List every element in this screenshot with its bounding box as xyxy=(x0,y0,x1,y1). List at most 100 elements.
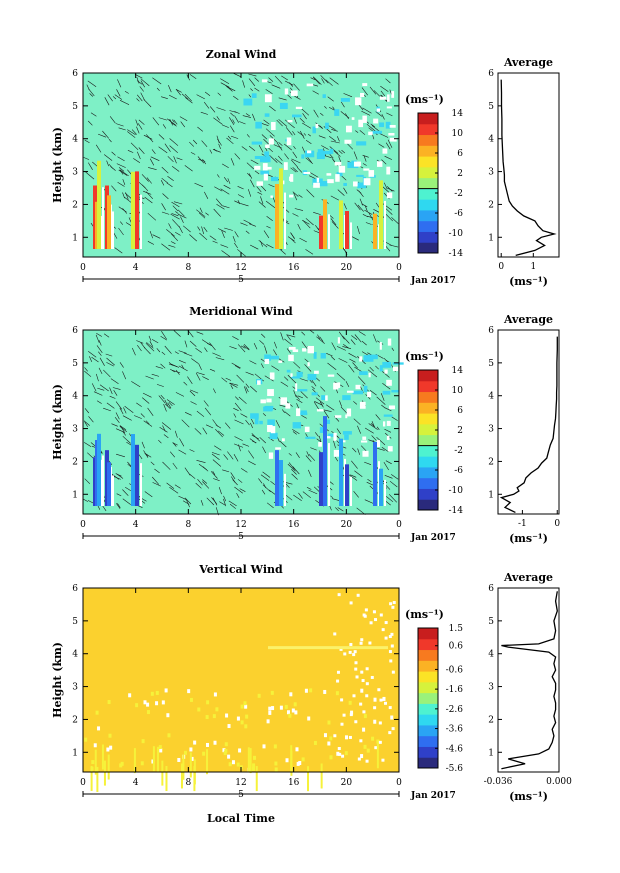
meridional-colorbar-segment xyxy=(418,445,438,457)
meridional-colorbar-segment xyxy=(418,402,438,414)
meridional-colorbar-segment xyxy=(418,380,438,393)
meridional-colorbar-segment xyxy=(418,456,438,468)
meridional-colorbar-segment xyxy=(418,488,438,500)
meridional-ylabel: Height (km) xyxy=(51,384,64,460)
vertical-average-xlabel: (ms⁻¹) xyxy=(509,790,548,803)
vertical-average-line xyxy=(501,591,558,770)
vertical-colorbar-segment xyxy=(418,714,438,726)
zonal-colorbar xyxy=(417,112,439,254)
zonal-ylabel: Height (km) xyxy=(51,127,64,203)
vertical-ytick-label: 6 xyxy=(72,584,78,594)
vertical-average-frame xyxy=(497,587,560,773)
vertical-colorbar-segment xyxy=(418,649,438,661)
meridional-colorbar-tick: -2 xyxy=(454,446,463,456)
vertical-colorbar-segment xyxy=(418,628,438,640)
vertical-average-xtick-label: 0.000 xyxy=(546,777,572,787)
vertical-colorbar-tick: -5.6 xyxy=(446,764,464,774)
vertical-field xyxy=(83,588,399,772)
zonal-colorbar-segment xyxy=(418,177,438,189)
vertical-xtick-label: 20 xyxy=(341,778,353,788)
vertical-ytick-label: 3 xyxy=(72,683,78,693)
meridional-xtick-label: 0 xyxy=(80,520,86,530)
meridional-ytick-label: 1 xyxy=(72,490,78,500)
zonal-colorbar-segment xyxy=(418,113,438,125)
zonal-xtick-label: 16 xyxy=(288,263,300,273)
vertical-colorbar-segment xyxy=(418,692,438,704)
zonal-colorbar-segment xyxy=(418,209,438,222)
zonal-average-title: Average xyxy=(503,56,553,69)
meridional-average-ytick-label: 6 xyxy=(488,326,494,336)
meridional-xtick-label: 12 xyxy=(235,520,246,530)
vertical-colorbar-segment xyxy=(418,735,438,747)
zonal-average-panel: Average 1 2 3 4 5 6 0 1 (ms⁻¹) xyxy=(488,56,560,288)
zonal-colorbar-tick: -2 xyxy=(454,189,463,199)
zonal-colorbar-segment xyxy=(418,188,438,200)
vertical-xtick-label: 8 xyxy=(185,778,191,788)
meridional-colorbar-segment xyxy=(418,466,438,479)
meridional-colorbar-tick: 6 xyxy=(457,406,463,416)
zonal-average-ytick-label: 4 xyxy=(488,135,494,145)
vertical-average-panel: Average 1 2 3 4 5 6 -0.036 0.000 (ms⁻¹) xyxy=(484,571,573,803)
meridional-xtick-label: 0 xyxy=(396,520,402,530)
meridional-colorbar-tick: 2 xyxy=(457,426,463,436)
meridional-xtick-label: 4 xyxy=(133,520,139,530)
vertical-average-ytick-label: 6 xyxy=(488,584,494,594)
zonal-average-xtick-label: 0 xyxy=(498,262,504,272)
meridional-average-frame xyxy=(497,329,560,515)
zonal-average-ytick-label: 3 xyxy=(488,168,494,178)
zonal-average-ytick-label: 5 xyxy=(488,102,494,112)
meridional-ytick-label: 2 xyxy=(72,457,78,467)
zonal-average-xlabel: (ms⁻¹) xyxy=(509,275,548,288)
zonal-title: Zonal Wind xyxy=(206,48,277,61)
meridional-xtick-label: 20 xyxy=(341,520,353,530)
vertical-ytick-label: 4 xyxy=(72,650,78,660)
zonal-colorbar-segment xyxy=(418,156,438,168)
vertical-texture xyxy=(84,593,396,792)
zonal-xtick-label: 4 xyxy=(133,263,139,273)
vertical-average-ytick-label: 1 xyxy=(488,748,494,758)
vertical-colorbar-tick: 1.5 xyxy=(449,624,464,634)
zonal-day-label: 5 xyxy=(238,275,244,285)
vertical-colorbar-segment xyxy=(418,757,438,769)
meridional-ytick-label: 3 xyxy=(72,425,78,435)
zonal-ytick-label: 5 xyxy=(72,102,78,112)
zonal-ytick-label: 1 xyxy=(72,233,78,243)
vertical-average-xtick-label: -0.036 xyxy=(484,777,513,787)
meridional-average-title: Average xyxy=(503,313,553,326)
meridional-colorbar-unit: (ms⁻¹) xyxy=(405,350,444,363)
zonal-average-ytick-label: 2 xyxy=(488,200,494,210)
meridional-colorbar xyxy=(417,369,439,511)
zonal-colorbar-segment xyxy=(418,220,438,232)
meridional-xtick-label: 16 xyxy=(288,520,300,530)
zonal-xtick-label: 12 xyxy=(235,263,246,273)
meridional-colorbar-tick: -10 xyxy=(449,486,464,496)
zonal-colorbar-segment xyxy=(418,231,438,243)
zonal-colorbar-segment xyxy=(418,166,438,179)
meridional-colorbar-segment xyxy=(418,423,438,436)
vertical-ytick-label: 5 xyxy=(72,617,78,627)
vertical-date-label: Jan 2017 xyxy=(410,791,456,801)
zonal-xtick-label: 0 xyxy=(80,263,86,273)
meridional-average-ytick-label: 3 xyxy=(488,425,494,435)
zonal-date-label: Jan 2017 xyxy=(410,276,456,286)
meridional-colorbar-segment xyxy=(418,413,438,425)
zonal-colorbar-tick: -14 xyxy=(449,249,464,259)
meridional-average-xlabel: (ms⁻¹) xyxy=(509,532,548,545)
zonal-ytick-label: 3 xyxy=(72,168,78,178)
zonal-average-ytick-label: 6 xyxy=(488,69,494,79)
zonal-colorbar-tick: 6 xyxy=(457,149,463,159)
vertical-average-ytick-label: 5 xyxy=(488,617,494,627)
zonal-colorbar-tick: -10 xyxy=(449,229,464,239)
meridional-average-xtick-label: -1 xyxy=(518,519,527,529)
zonal-colorbar-segment xyxy=(418,134,438,146)
meridional-colorbar-tick: -14 xyxy=(449,506,464,516)
meridional-ytick-label: 4 xyxy=(72,392,78,402)
vertical-average-ytick-label: 3 xyxy=(488,683,494,693)
zonal-xtick-label: 20 xyxy=(341,263,353,273)
meridional-ytick-label: 5 xyxy=(72,359,78,369)
vertical-colorbar xyxy=(417,627,439,769)
zonal-xtick-label: 0 xyxy=(396,263,402,273)
vertical-xtick-label: 0 xyxy=(80,778,86,788)
